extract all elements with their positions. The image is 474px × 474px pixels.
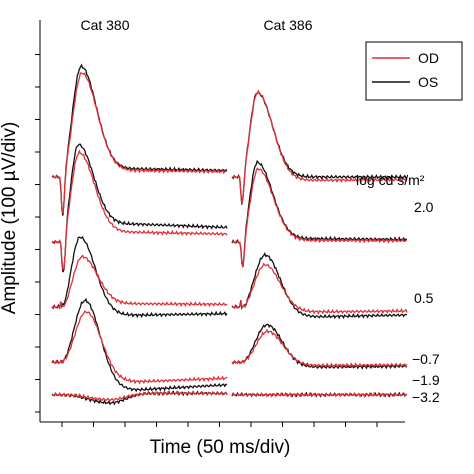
axes-frame	[35, 20, 405, 427]
trace-od-panel0-minus0-7	[51, 254, 228, 309]
y-axis-label: Amplitude (100 µV/div)	[0, 122, 20, 315]
legend: OD OS	[365, 41, 463, 101]
trace-os-panel0-minus1-9	[51, 297, 228, 393]
intensity-header: log cd s/m²	[356, 172, 425, 188]
intensity-label-minus-0-7: −0.7	[412, 351, 440, 367]
legend-od-label: OD	[418, 50, 439, 66]
legend-box	[365, 41, 463, 101]
trace-os-panel0-0-5	[51, 143, 228, 273]
trace-os-panel1-minus1-9	[231, 323, 408, 370]
trace-od-panel1-minus0-7	[231, 262, 408, 315]
trace-layer	[51, 63, 408, 406]
trace-od-panel0-minus3-2	[51, 390, 228, 402]
intensity-label-minus-1-9: −1.9	[412, 372, 440, 388]
panel-title-cat-386: Cat 386	[263, 17, 312, 33]
trace-od-panel1-minus3-2	[231, 391, 408, 399]
legend-os-label: OS	[418, 74, 438, 90]
trace-os-panel0-minus0-7	[51, 235, 228, 319]
trace-od-panel0-0-5	[51, 149, 228, 271]
trace-os-panel0-2-0	[51, 63, 228, 216]
trace-os-panel1-minus0-7	[231, 252, 408, 320]
panel-title-cat-380: Cat 380	[80, 17, 129, 33]
trace-od-panel0-minus1-9	[51, 310, 228, 385]
trace-od-panel1-0-5	[231, 167, 408, 268]
intensity-label-minus-3-2: −3.2	[412, 389, 440, 405]
trace-od-panel0-2-0	[51, 72, 228, 214]
x-axis-label: Time (50 ms/div)	[150, 437, 291, 458]
intensity-label-2-0: 2.0	[414, 199, 434, 215]
trace-od-panel1-minus1-9	[232, 328, 408, 369]
intensity-label-0-5: 0.5	[414, 290, 434, 306]
trace-od-panel1-2-0	[231, 89, 408, 204]
